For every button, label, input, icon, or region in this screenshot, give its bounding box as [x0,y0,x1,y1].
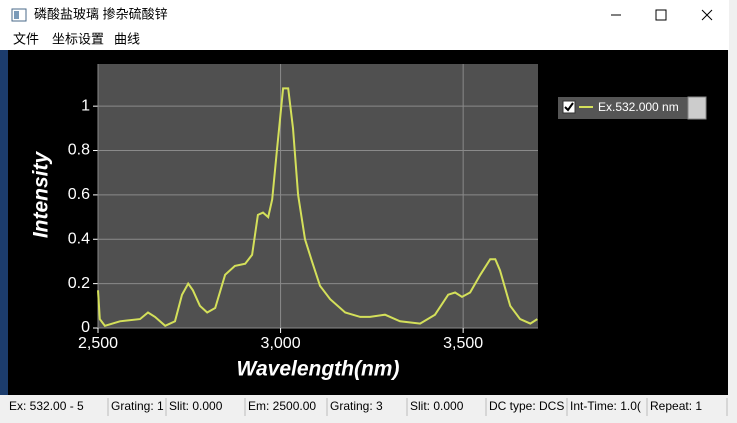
status-item: Grating: 1 [111,399,164,413]
x-tick-label: 3,500 [443,335,483,352]
close-button[interactable] [701,9,713,21]
app-icon-inner [14,11,19,19]
x-axis-title: Wavelength(nm) [237,358,400,381]
legend-scroll [687,96,707,120]
status-item: Ex: 532.00 - 5 [9,399,84,413]
legend [558,97,688,119]
y-tick-label: 0 [81,319,90,336]
y-axis-title: Intensity [30,151,53,239]
status-item: Em: 2500.00 [248,399,316,413]
y-tick-label: 0.6 [68,186,90,203]
status-item: Int-Time: 1.0( [570,399,641,413]
legend-label: Ex.532.000 nm [598,100,679,114]
title-bar [0,0,729,30]
y-tick-label: 0.8 [68,142,90,159]
window-title: 磷酸盐玻璃 掺杂硫酸锌 [34,6,168,21]
status-item: Slit: 0.000 [169,399,223,413]
x-tick-label: 2,500 [78,335,118,352]
data-line [97,87,538,327]
menu-item[interactable]: 坐标设置 [52,31,104,46]
status-item: Grating: 3 [330,399,383,413]
x-tick-label: 3,000 [261,335,301,352]
y-tick-label: 0.2 [68,275,90,292]
status-bar [0,395,729,423]
y-tick-label: 1 [81,97,90,114]
legend-check [564,102,574,112]
menu-item[interactable]: 曲线 [114,31,140,46]
status-item: Repeat: 1 [650,399,702,413]
desktop-edge [0,50,8,395]
menu-bar [0,30,729,50]
maximize-button[interactable] [655,9,667,21]
menu-item[interactable]: 文件 [13,31,39,46]
status-item: Slit: 0.000 [410,399,464,413]
y-tick-label: 0.4 [68,230,90,247]
status-item: DC type: DCS [489,399,564,413]
